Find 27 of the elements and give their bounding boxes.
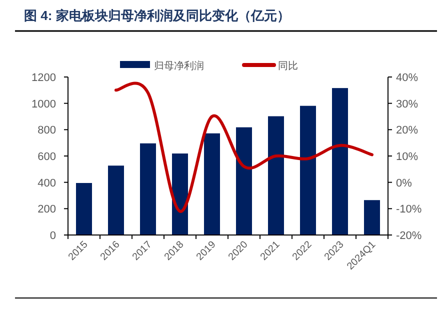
y-tick-label: 800 [38, 124, 56, 137]
y2-tick-label: 30% [396, 98, 418, 110]
bar [236, 127, 252, 235]
bar [268, 116, 284, 235]
chart-title: 图 4: 家电板块归母净利润及同比变化（亿元） [24, 8, 290, 23]
y-tick-label: 600 [38, 151, 56, 163]
y-tick-label: 0 [50, 230, 56, 242]
bar [76, 182, 92, 235]
bar [108, 166, 124, 235]
bar [364, 200, 380, 235]
bar [332, 88, 348, 235]
bar [172, 154, 188, 235]
bar [204, 133, 220, 235]
y2-tick-label: 40% [396, 72, 418, 84]
y-tick-label: 1200 [32, 72, 56, 84]
y-tick-label: 1000 [32, 98, 56, 110]
legend-label: 归母净利润 [154, 60, 204, 72]
y2-tick-label: 0% [396, 177, 412, 190]
y-tick-label: 400 [38, 177, 56, 190]
y2-tick-label: 20% [396, 124, 418, 137]
y2-tick-label: -10% [396, 204, 422, 216]
y2-tick-label: -20% [396, 230, 422, 242]
bar [300, 106, 316, 235]
bar [140, 143, 156, 235]
y-tick-label: 200 [38, 204, 56, 216]
y2-tick-label: 10% [396, 151, 418, 163]
legend-label: 同比 [278, 60, 298, 72]
